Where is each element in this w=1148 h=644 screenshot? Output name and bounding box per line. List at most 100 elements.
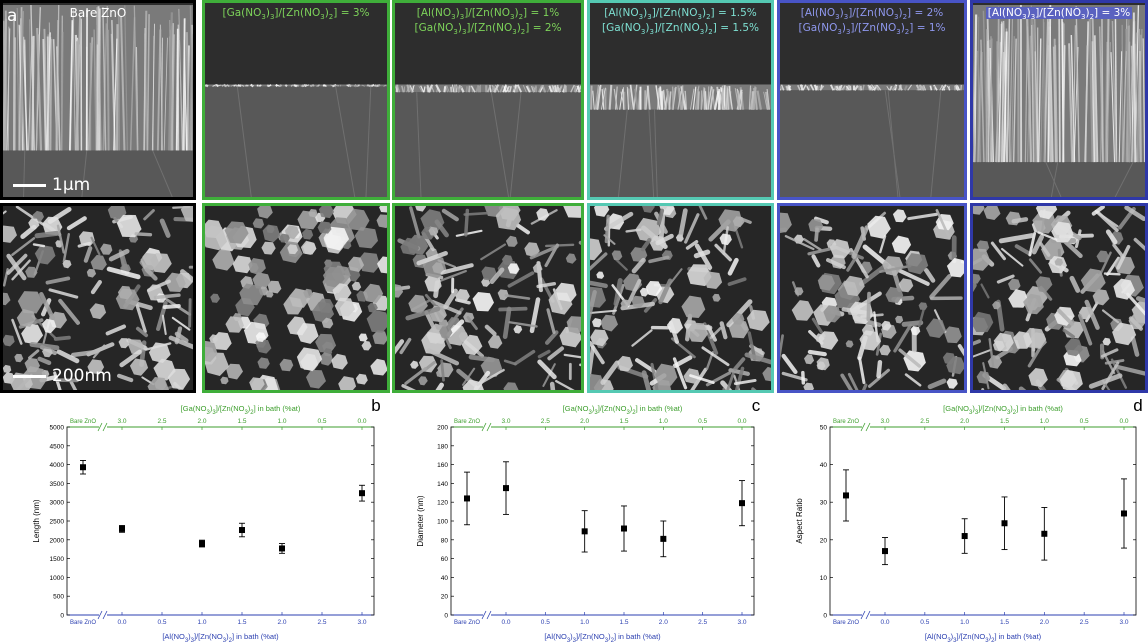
x-tick-label: 0.0 (117, 619, 126, 626)
sem-micrograph (395, 3, 581, 197)
data-point (581, 528, 588, 535)
sem-micrograph (780, 206, 964, 390)
data-point (882, 548, 888, 555)
axis-break-mark (102, 610, 108, 620)
condition-caption: [Ga(NO3)3]/[Zn(NO3)2] = 3% (205, 6, 387, 21)
panel-letter-a: a (7, 6, 18, 26)
x-tick-label: 2.5 (1080, 619, 1089, 626)
condition-caption: [Al(NO3)3]/[Zn(NO3)2] = 2% [Ga(NO3)3]/[Zn… (780, 6, 964, 36)
y-tick-label: 140 (437, 481, 448, 488)
x-tick-label: 1.0 (197, 619, 206, 626)
panel-letter: b (371, 396, 380, 415)
sem-top-view-image (970, 203, 1148, 393)
aspect-ratio-plot: 0 10 20 30 40 50 0.0 0.5 1.0 1.5 2.0 2.5 3.0 Bare ZnO… (795, 396, 1143, 644)
data-point (119, 525, 125, 532)
y-tick-label: 4500 (50, 443, 65, 450)
x-tick-label: 2.0 (659, 619, 668, 626)
axis-break-mark (486, 422, 492, 432)
x2-tick-label: 3.0 (880, 418, 889, 425)
data-point (279, 545, 285, 552)
caption-line: [Ga(NO3)3]/[Zn(NO3)2] = 1% (798, 22, 946, 37)
caption-line: [Ga(NO3)3]/[Zn(NO3)2] = 3% (222, 7, 370, 22)
x2-tick-label: 0.0 (737, 418, 746, 425)
data-point (961, 533, 968, 540)
x2-tick-label: 0.0 (1119, 418, 1128, 425)
y-tick-label: 200 (437, 425, 448, 432)
x2-tick-label: 2.0 (960, 418, 969, 425)
x2-axis-label: [Ga(NO3)3]/[Zn(NO3)2] in bath (%at) (943, 404, 1063, 416)
diameter-plot: 0 20 40 60 80 100 120 140 160 180 200 0.0 0.5 1.0 1.5 2… (416, 396, 761, 644)
x2-tick-label: 1.5 (1000, 418, 1009, 425)
y-tick-label: 120 (437, 500, 448, 507)
x2-tick-label: 3.0 (501, 418, 510, 425)
sem-cross-section-image: [Ga(NO3)3]/[Zn(NO3)2] = 3% (202, 0, 390, 200)
y-tick-label: 0 (444, 613, 448, 620)
y-tick-label: 4000 (50, 462, 65, 469)
x-tick-label: 0.5 (157, 619, 166, 626)
x-tick-label: 1.0 (580, 619, 589, 626)
data-point (199, 540, 205, 547)
data-point (239, 527, 245, 534)
x2-axis-label: [Ga(NO3)3]/[Zn(NO3)2] in bath (%at) (181, 404, 301, 416)
x-tick-label: 1.5 (237, 619, 246, 626)
y-tick-label: 3500 (50, 481, 65, 488)
length-plot: 0 500 1000 1500 2000 2500 3000 3500 4000 4500 5000… (32, 396, 381, 644)
x-axis-label: [Al(NO3)3]/[Zn(NO3)2] in bath (%at) (544, 632, 661, 644)
x2-tick-label: 0.5 (317, 418, 326, 425)
axis-break-gap (483, 424, 491, 430)
data-point (843, 492, 849, 499)
x-tick-label: 1.5 (619, 619, 628, 626)
data-point (1041, 530, 1048, 537)
x-tick-label-bare: Bare ZnO (70, 620, 96, 626)
x2-tick-label: 2.5 (541, 418, 550, 425)
y-tick-label: 40 (820, 462, 828, 469)
sem-micrograph (205, 3, 387, 197)
x-tick-label: 0.0 (501, 619, 510, 626)
sem-micrograph (590, 206, 771, 390)
y-tick-label: 1000 (50, 575, 65, 582)
y-tick-label: 1500 (50, 556, 65, 563)
x2-tick-label: 0.5 (698, 418, 707, 425)
sem-top-view-image: 200nm (0, 203, 196, 393)
x2-axis-label: [Ga(NO3)3]/[Zn(NO3)2] in bath (%at) (563, 404, 683, 416)
x2-tick-label: 1.0 (277, 418, 286, 425)
x-axis-label: [Al(NO3)3]/[Zn(NO3)2] in bath (%at) (162, 632, 279, 644)
x2-tick-label: 2.5 (157, 418, 166, 425)
condition-caption: [Al(NO3)3]/[Zn(NO3)2] = 1.5% [Ga(NO3)3]/[… (590, 6, 771, 36)
data-point (1121, 510, 1127, 517)
y-axis-label: Length (nm) (32, 499, 41, 542)
x-tick-label: 2.5 (317, 619, 326, 626)
data-point (1001, 520, 1008, 527)
y-tick-label: 30 (820, 500, 828, 507)
x-axis-label: [Al(NO3)3]/[Zn(NO3)2] in bath (%at) (925, 632, 1042, 644)
sem-top-view-image (392, 203, 584, 393)
plot-frame (66, 426, 375, 616)
data-point (80, 464, 86, 471)
x2-tick-label: 2.5 (920, 418, 929, 425)
y-tick-label: 100 (437, 519, 448, 526)
y-tick-label: 160 (437, 462, 448, 469)
y-axis-label: Diameter (nm) (416, 495, 425, 546)
sem-micrograph (3, 3, 193, 197)
y-tick-label: 10 (820, 575, 828, 582)
sem-cross-section-image: [Al(NO3)3]/[Zn(NO3)2] = 1.5% [Ga(NO3)3]/[… (587, 0, 774, 200)
data-point (359, 490, 365, 497)
x-tick-label-bare: Bare ZnO (833, 620, 859, 626)
sem-top-view-image (587, 203, 774, 393)
caption-line: [Al(NO3)3]/[Zn(NO3)2] = 1% (416, 7, 560, 22)
sem-micrograph (395, 206, 581, 390)
axis-break-mark (860, 610, 866, 620)
caption-line: [Al(NO3)3]/[Zn(NO3)2] = 1.5% (604, 7, 757, 22)
y-tick-label: 20 (441, 594, 449, 601)
x-tick-label: 1.5 (1000, 619, 1009, 626)
x-tick-label: 2.0 (277, 619, 286, 626)
scale-bar-line (13, 374, 46, 378)
scale-bar-1um: 1µm (13, 175, 90, 195)
scale-bar-label: 1µm (52, 175, 91, 195)
caption-line: Bare ZnO (69, 6, 127, 20)
x2-tick-label-bare: Bare ZnO (833, 419, 859, 425)
caption-line: [Al(NO3)3]/[Zn(NO3)2] = 2% (800, 7, 944, 22)
x2-tick-label: 3.0 (117, 418, 126, 425)
x2-tick-label: 1.5 (619, 418, 628, 425)
axis-break-gap (99, 612, 107, 618)
